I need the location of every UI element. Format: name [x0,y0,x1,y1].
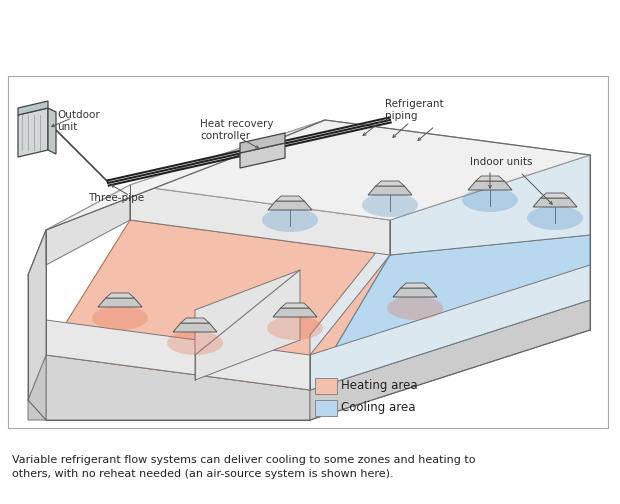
Polygon shape [240,143,285,168]
Polygon shape [310,300,590,420]
Text: Refrigerant
piping: Refrigerant piping [385,99,444,121]
Polygon shape [533,198,577,207]
Polygon shape [393,288,437,297]
Polygon shape [310,265,590,390]
Polygon shape [268,201,312,210]
Polygon shape [541,193,569,198]
Polygon shape [276,196,304,201]
Polygon shape [130,120,590,220]
Polygon shape [315,378,337,394]
Polygon shape [401,283,429,288]
Polygon shape [476,176,504,181]
Ellipse shape [267,316,323,340]
Polygon shape [310,235,590,390]
Polygon shape [130,185,390,255]
Polygon shape [18,101,48,115]
Ellipse shape [262,208,318,232]
Polygon shape [46,355,310,420]
Polygon shape [195,270,300,380]
Ellipse shape [362,193,418,217]
Text: Three-pipe: Three-pipe [88,193,144,203]
Polygon shape [46,120,325,230]
Text: Heating area: Heating area [341,380,418,393]
Ellipse shape [527,206,583,230]
Polygon shape [46,320,310,390]
Polygon shape [48,108,56,154]
Polygon shape [18,108,48,157]
Polygon shape [46,185,130,265]
Polygon shape [105,293,135,298]
Polygon shape [180,318,210,323]
Text: Outdoor
unit: Outdoor unit [57,110,100,132]
Text: Heat recovery
controller: Heat recovery controller [200,119,273,141]
Polygon shape [28,355,46,420]
Polygon shape [281,303,309,308]
Polygon shape [46,220,390,390]
Ellipse shape [387,296,443,320]
Polygon shape [390,155,590,255]
Polygon shape [376,181,404,186]
Polygon shape [28,230,46,400]
Polygon shape [240,133,285,153]
Ellipse shape [92,306,148,330]
Bar [8,76,608,428]
Ellipse shape [167,331,223,355]
Ellipse shape [462,188,518,212]
Text: Indoor units: Indoor units [470,157,533,167]
Polygon shape [273,308,317,317]
Polygon shape [310,235,390,355]
Polygon shape [173,323,217,332]
Polygon shape [368,186,412,195]
Polygon shape [315,400,337,416]
Polygon shape [468,181,512,190]
Text: Variable refrigerant flow systems can deliver cooling to some zones and heating : Variable refrigerant flow systems can de… [12,455,476,479]
Text: Cooling area: Cooling area [341,402,415,414]
Polygon shape [98,298,142,307]
